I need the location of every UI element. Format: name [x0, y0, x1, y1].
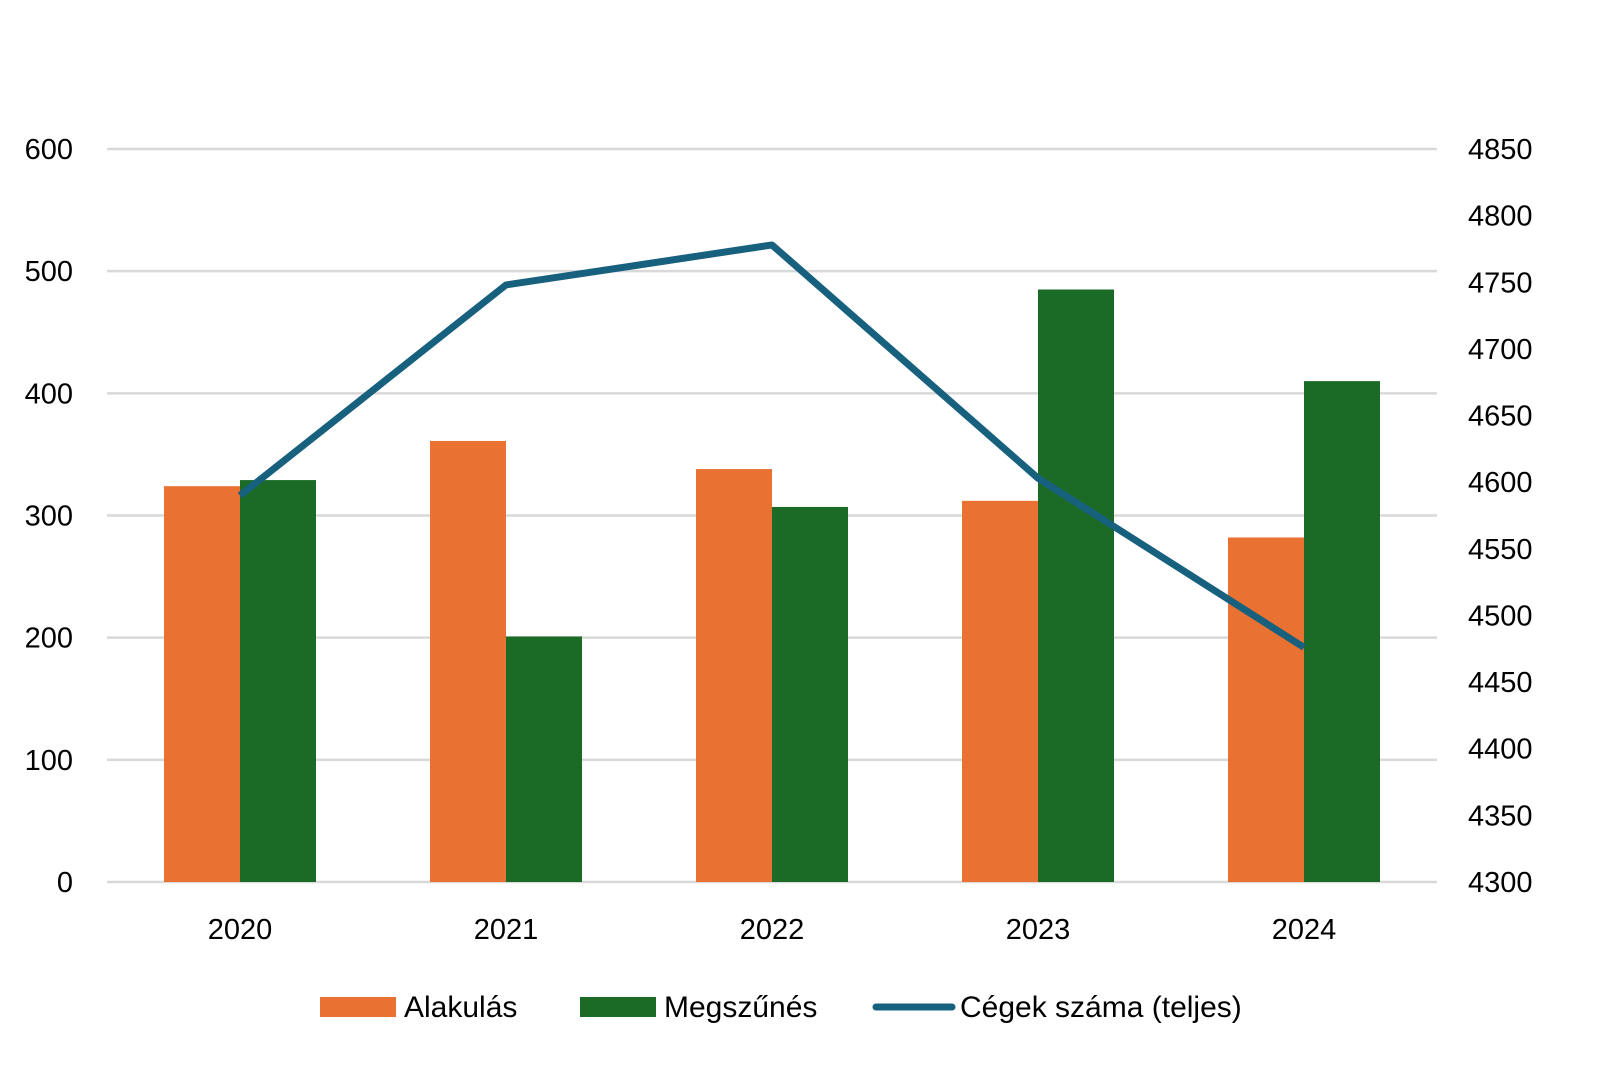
x-tick-label: 2024: [1272, 914, 1337, 946]
legend-swatch: [320, 997, 396, 1017]
right-tick-label: 4750: [1468, 267, 1533, 299]
x-axis: 2020 2021 2022 2023 2024: [208, 914, 1337, 946]
bar-alakulas: [430, 440, 506, 882]
legend: Alakulás Megszűnés Cégek száma (teljes): [320, 991, 1242, 1024]
right-tick-label: 4700: [1468, 334, 1533, 366]
bar-megszunes: [1038, 289, 1114, 882]
left-axis: 0 100 200 300 400 500 600: [25, 134, 73, 899]
bar-alakulas: [962, 500, 1038, 882]
bar-megszunes: [1304, 381, 1380, 882]
left-tick-label: 0: [57, 867, 73, 899]
legend-label: Cégek száma (teljes): [960, 991, 1242, 1024]
right-tick-label: 4550: [1468, 534, 1533, 566]
right-tick-label: 4800: [1468, 201, 1533, 233]
right-tick-label: 4600: [1468, 467, 1533, 499]
right-tick-label: 4300: [1468, 867, 1533, 899]
x-tick-label: 2023: [1006, 914, 1071, 946]
bar-alakulas: [696, 469, 772, 882]
bar-megszunes: [772, 506, 848, 882]
left-tick-label: 600: [25, 134, 73, 166]
left-tick-label: 500: [25, 256, 73, 288]
x-tick-label: 2022: [740, 914, 805, 946]
left-tick-label: 200: [25, 623, 73, 655]
legend-label: Alakulás: [404, 991, 517, 1024]
bar-megszunes: [506, 636, 582, 882]
right-tick-label: 4850: [1468, 134, 1533, 166]
right-tick-label: 4450: [1468, 667, 1533, 699]
right-axis: 4300 4350 4400 4450 4500 4550 4600 4650 4700 4750…: [1468, 134, 1533, 899]
line-series: [237, 241, 1306, 651]
bar-alakulas: [164, 486, 240, 882]
x-tick-label: 2020: [208, 914, 273, 946]
right-tick-label: 4350: [1468, 800, 1533, 832]
right-tick-label: 4400: [1468, 734, 1533, 766]
left-tick-label: 300: [25, 501, 73, 533]
bar-megszunes: [240, 480, 316, 882]
bar-alakulas: [1228, 537, 1304, 882]
bar-series: [164, 289, 1380, 882]
left-tick-label: 400: [25, 378, 73, 410]
left-tick-label: 100: [25, 745, 73, 777]
right-tick-label: 4650: [1468, 401, 1533, 433]
right-tick-label: 4500: [1468, 600, 1533, 632]
legend-swatch: [580, 997, 656, 1017]
legend-label: Megszűnés: [664, 991, 817, 1024]
x-tick-label: 2021: [474, 914, 539, 946]
